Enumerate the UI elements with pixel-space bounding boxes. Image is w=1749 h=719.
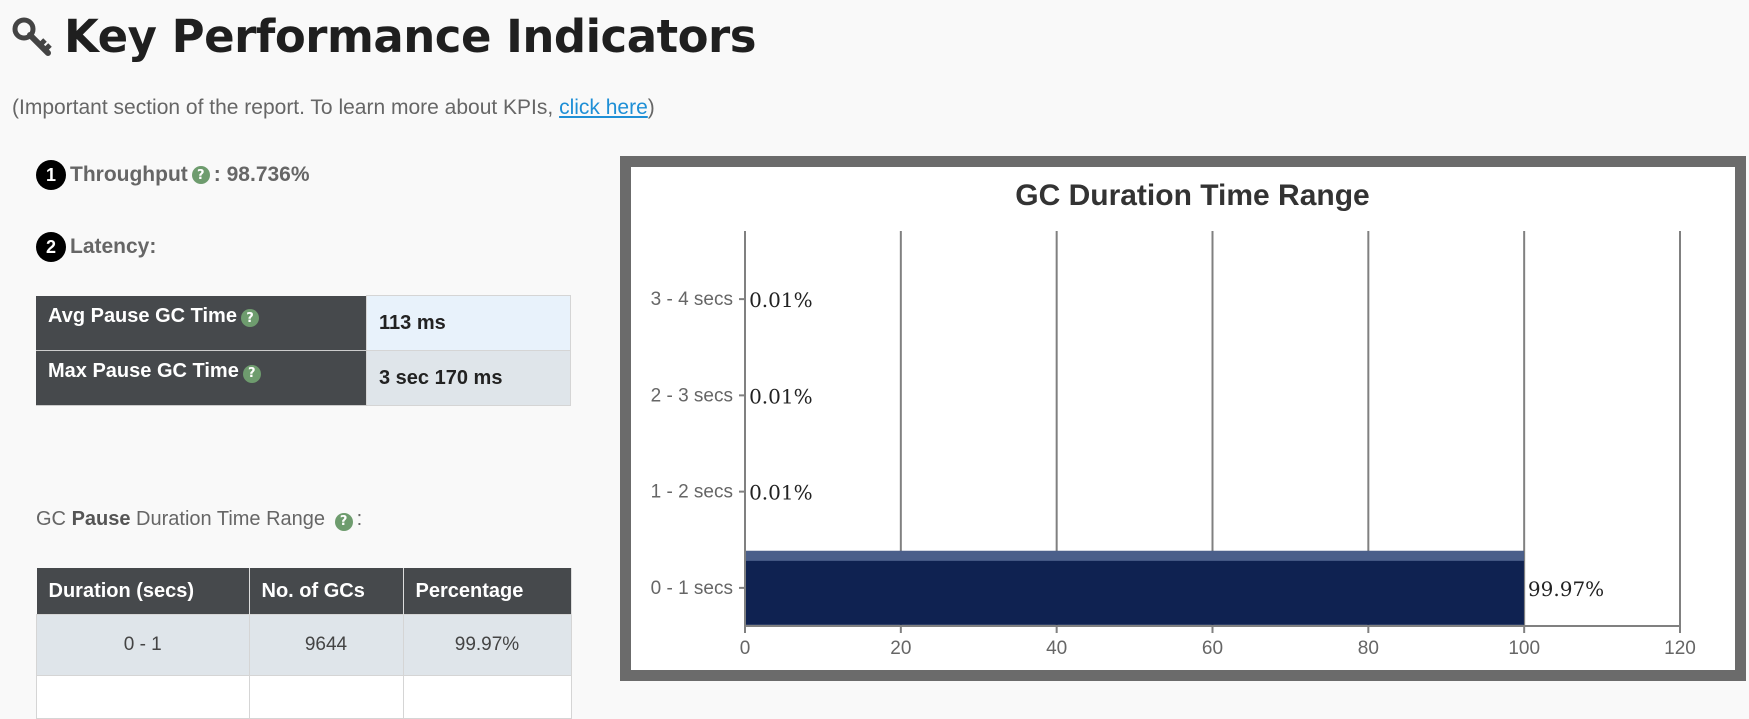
latency-table: Avg Pause GC Time? 113 ms Max Pause GC T… bbox=[36, 295, 571, 406]
avg-pause-label: Avg Pause GC Time bbox=[48, 304, 237, 327]
avg-pause-label-cell: Avg Pause GC Time? bbox=[36, 295, 367, 351]
key-icon bbox=[12, 17, 52, 56]
data-label: 99.97% bbox=[1528, 577, 1604, 601]
latency-kpi: 2 Latency: bbox=[36, 232, 156, 262]
throughput-value: : 98.736% bbox=[213, 163, 310, 186]
gc-range-prefix: GC bbox=[36, 508, 72, 530]
table-cell bbox=[36, 675, 250, 719]
table-cell: 0 - 1 bbox=[36, 614, 250, 676]
table-row: 0 - 1 9644 99.97% bbox=[36, 614, 572, 676]
gc-range-colon: : bbox=[356, 508, 363, 530]
column-header: No. of GCs bbox=[249, 568, 404, 615]
gc-range-suffix: Duration Time Range bbox=[130, 508, 326, 530]
column-header: Percentage bbox=[403, 568, 572, 615]
help-icon[interactable]: ? bbox=[240, 309, 259, 327]
data-label: 0.01% bbox=[749, 481, 813, 505]
table-row bbox=[36, 675, 572, 719]
help-icon[interactable]: ? bbox=[334, 512, 353, 531]
throughput-label: Throughput bbox=[70, 163, 188, 186]
gc-range-heading: GC Pause Duration Time Range ?: bbox=[36, 508, 362, 531]
y-tick-label: 0 - 1 secs bbox=[651, 578, 733, 599]
y-tick-label: 3 - 4 secs bbox=[651, 289, 733, 310]
page-title: Key Performance Indicators bbox=[64, 10, 757, 63]
x-tick-label: 40 bbox=[1046, 638, 1067, 659]
table-row: Avg Pause GC Time? 113 ms bbox=[36, 295, 571, 351]
duration-table: Duration (secs) No. of GCs Percentage 0 … bbox=[36, 568, 572, 719]
x-tick-label: 20 bbox=[890, 638, 911, 659]
max-pause-label: Max Pause GC Time bbox=[48, 360, 239, 382]
table-cell bbox=[248, 675, 404, 719]
table-header-row: Duration (secs) No. of GCs Percentage bbox=[36, 568, 572, 615]
table-cell bbox=[402, 675, 572, 719]
help-icon[interactable]: ? bbox=[242, 364, 261, 383]
table-cell: 9644 bbox=[248, 614, 404, 676]
avg-pause-value: 113 ms bbox=[366, 295, 571, 351]
chart-title: GC Duration Time Range bbox=[1015, 179, 1370, 212]
table-cell: 99.97% bbox=[402, 614, 572, 676]
gc-duration-chart: GC Duration Time Range 0 20 40 60 80 100 120 0 -… bbox=[651, 179, 1696, 659]
x-tick-label: 80 bbox=[1358, 638, 1379, 659]
x-tick-label: 60 bbox=[1202, 638, 1223, 659]
chart-panel: GC Duration Time Range 0 20 40 60 80 100 120 0 -… bbox=[631, 167, 1735, 670]
gc-range-bold: Pause bbox=[71, 508, 131, 530]
number-badge: 2 bbox=[36, 232, 66, 262]
x-tick-label: 120 bbox=[1664, 638, 1696, 659]
kpi-help-link[interactable]: click here bbox=[559, 96, 648, 119]
x-tick-label: 100 bbox=[1508, 638, 1540, 659]
page-subtitle: (Important section of the report. To lea… bbox=[12, 96, 655, 120]
x-tick-label: 0 bbox=[740, 638, 751, 659]
y-tick-label: 1 - 2 secs bbox=[651, 482, 733, 503]
page-header: Key Performance Indicators bbox=[12, 10, 757, 63]
max-pause-label-cell: Max Pause GC Time? bbox=[36, 350, 367, 406]
max-pause-value: 3 sec 170 ms bbox=[366, 350, 571, 406]
help-icon[interactable]: ? bbox=[191, 166, 210, 184]
chart-frame: GC Duration Time Range 0 20 40 60 80 100 120 0 -… bbox=[620, 156, 1746, 681]
number-badge: 1 bbox=[36, 160, 66, 190]
y-tick-label: 2 - 3 secs bbox=[651, 385, 733, 406]
subtitle-text: (Important section of the report. To lea… bbox=[12, 96, 560, 119]
data-label: 0.01% bbox=[749, 384, 813, 408]
subtitle-suffix: ) bbox=[647, 96, 655, 119]
latency-label: Latency: bbox=[70, 235, 157, 258]
table-row: Max Pause GC Time? 3 sec 170 ms bbox=[36, 350, 571, 406]
bar-highlight bbox=[745, 550, 1524, 561]
column-header: Duration (secs) bbox=[36, 568, 250, 615]
data-label: 0.01% bbox=[749, 288, 813, 312]
bar bbox=[745, 550, 1524, 625]
throughput-kpi: 1 Throughput ? : 98.736% bbox=[36, 160, 310, 190]
